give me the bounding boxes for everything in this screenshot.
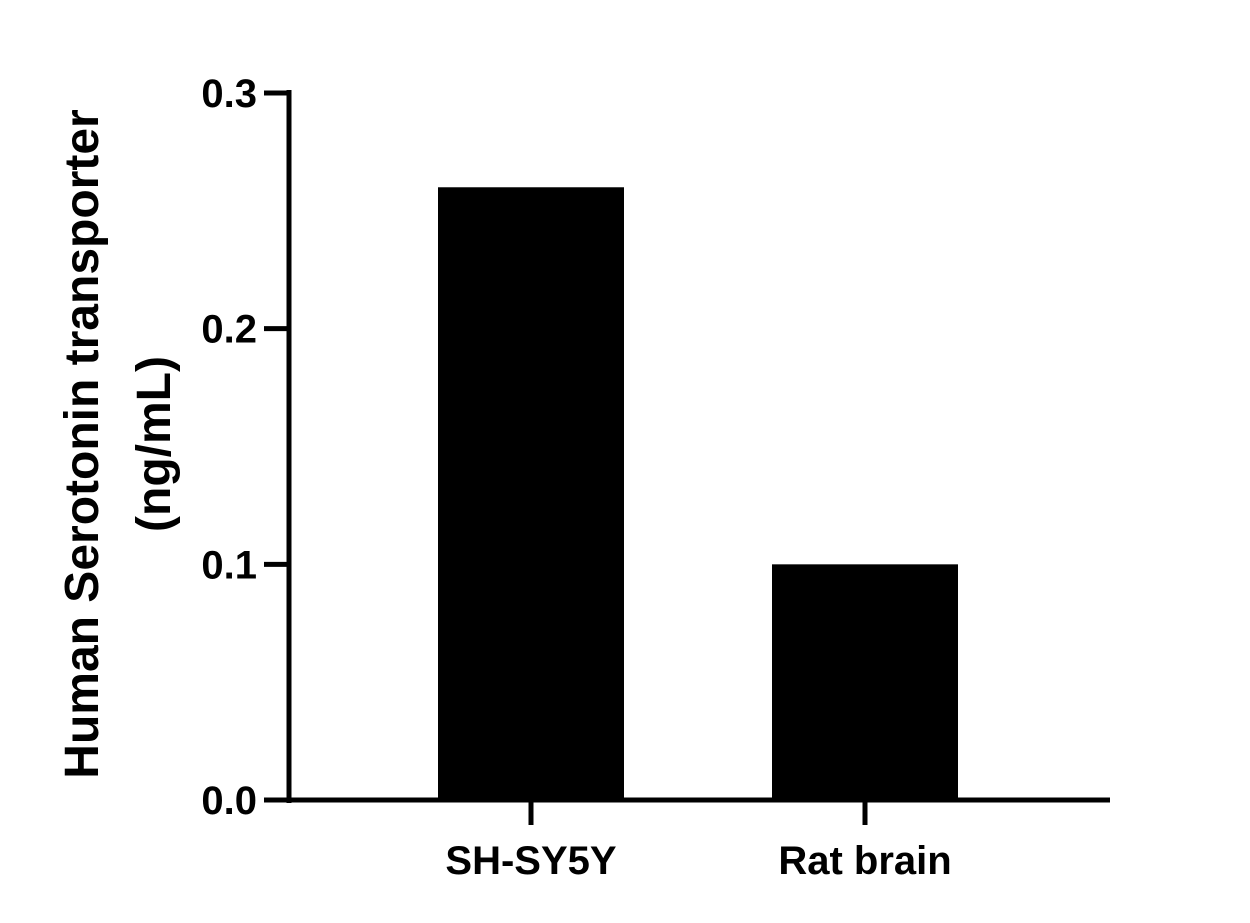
y-axis-label-line: Human Serotonin transporter (56, 109, 109, 778)
y-axis-label-line: (ng/mL) (128, 356, 181, 532)
y-tick-label: 0.3 (201, 72, 257, 116)
y-axis-label: Human Serotonin transporter (ng/mL) (56, 109, 181, 778)
y-tick-label: 0.0 (201, 779, 257, 823)
y-tick-label: 0.1 (201, 543, 257, 587)
x-tick-label: Rat brain (778, 839, 951, 883)
x-axis-ticks: SH-SY5Y Rat brain (445, 800, 952, 883)
bars (438, 187, 958, 800)
bar-sh-sy5y (438, 187, 624, 800)
y-axis-ticks: 0.0 0.1 0.2 0.3 (201, 72, 289, 823)
bar-rat-brain (772, 564, 958, 800)
y-tick-label: 0.2 (201, 308, 257, 352)
x-tick-label: SH-SY5Y (445, 839, 616, 883)
